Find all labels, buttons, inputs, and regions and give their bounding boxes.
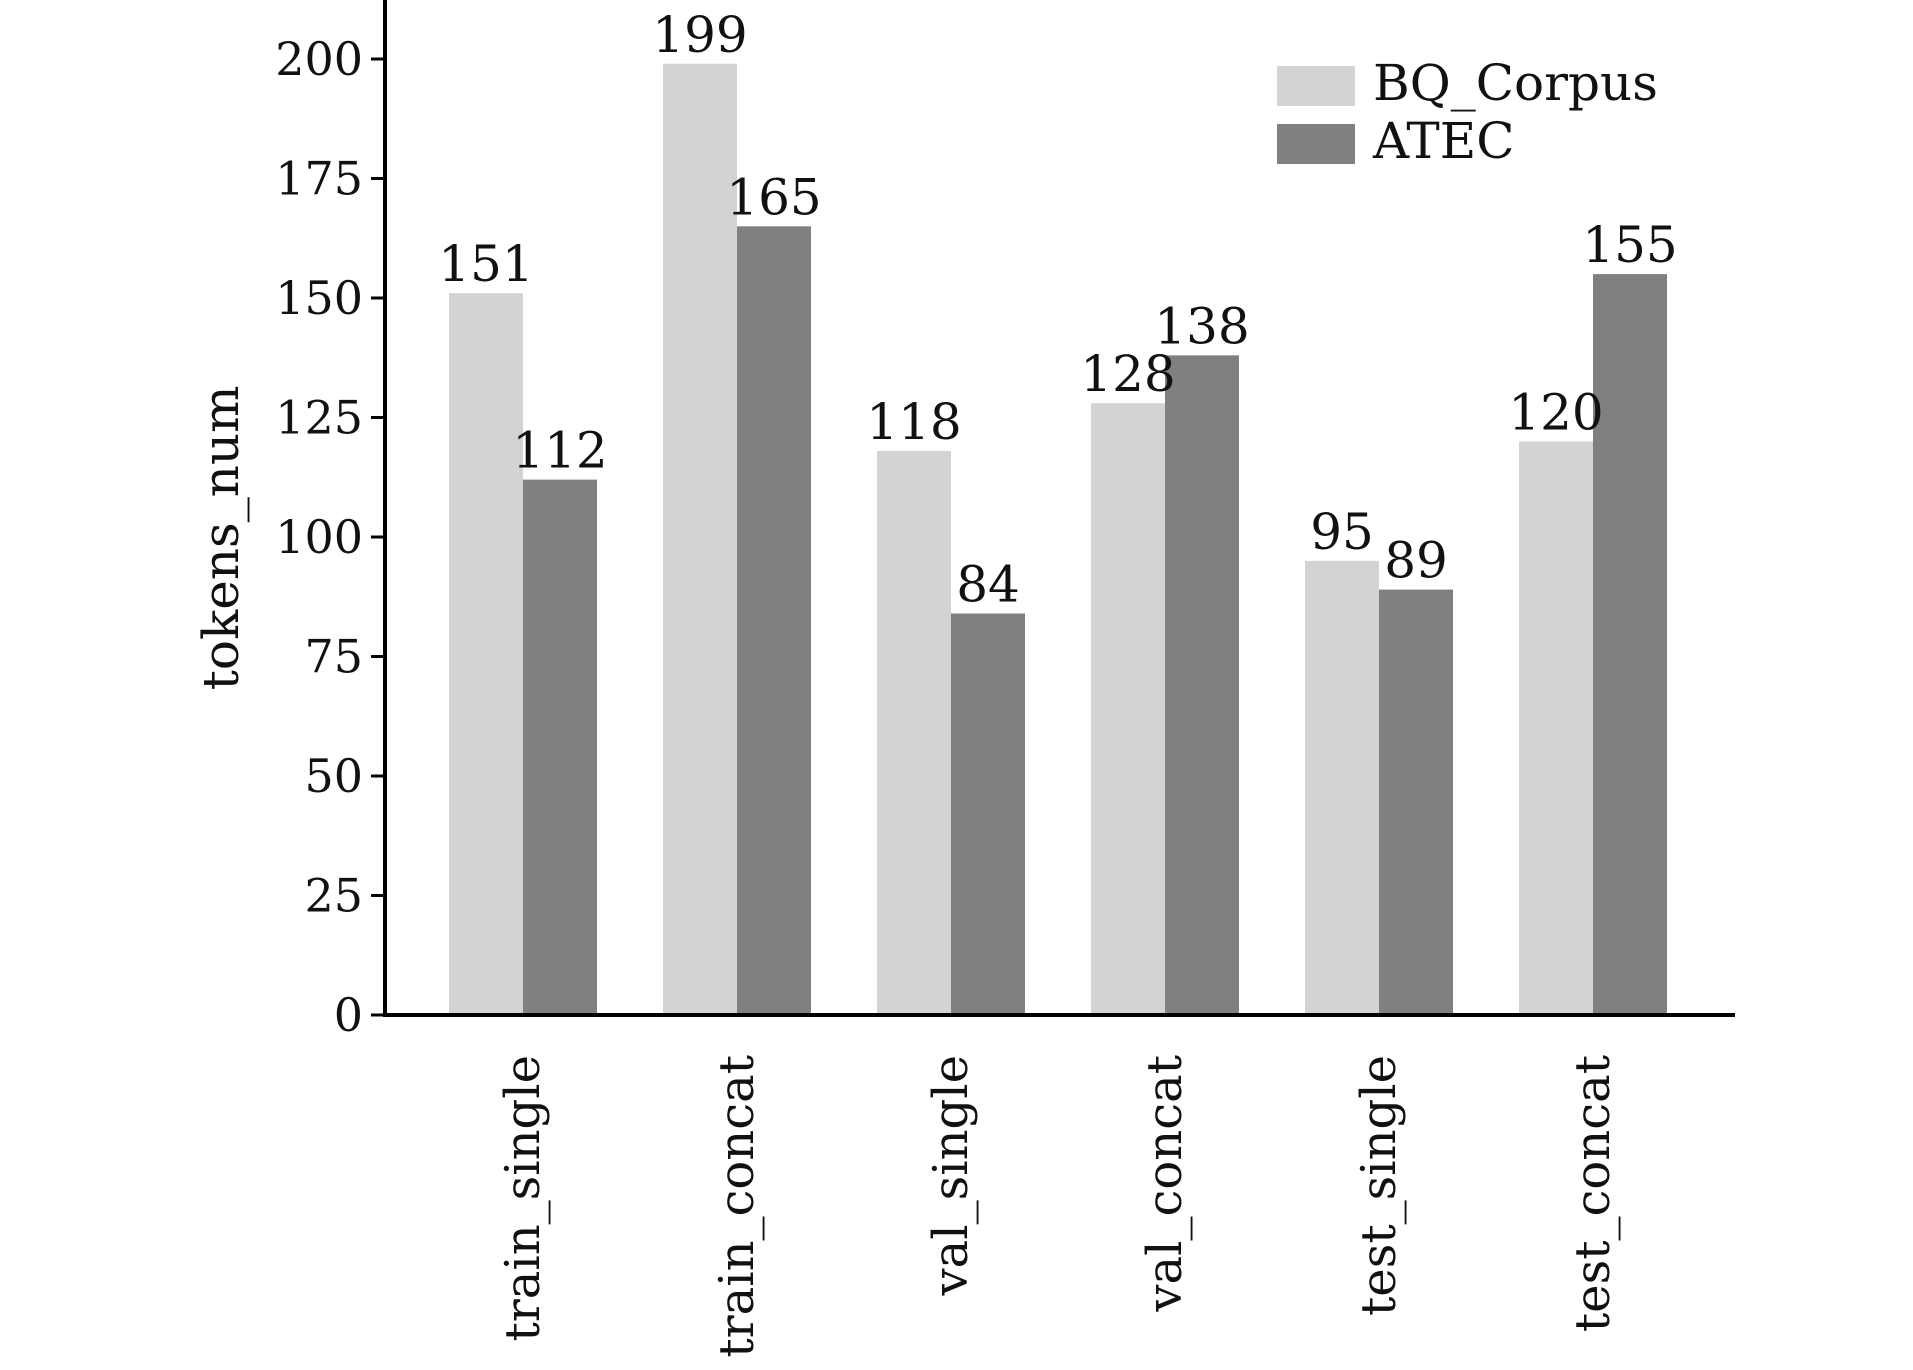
- data-label: 89: [1384, 532, 1448, 590]
- data-label: 120: [1508, 383, 1603, 441]
- y-tick-label: 150: [275, 271, 363, 325]
- data-label: 165: [726, 168, 821, 226]
- bar-atec-test-concat: [1593, 274, 1667, 1016]
- y-tick-label: 200: [275, 32, 363, 86]
- y-tick-label: 125: [275, 391, 363, 445]
- x-tick-label: test_concat: [1565, 1055, 1621, 1332]
- legend-swatch: [1277, 124, 1355, 164]
- data-label: 155: [1582, 216, 1677, 274]
- y-tick-label: 175: [275, 152, 363, 206]
- bar-atec-train-concat: [737, 226, 811, 1016]
- bar-bq-corpus-val-concat: [1091, 403, 1165, 1015]
- bar-bq-corpus-train-single: [449, 293, 523, 1016]
- data-label: 128: [1080, 345, 1175, 403]
- y-tick-label: 25: [304, 869, 363, 923]
- x-tick-label: val_concat: [1137, 1055, 1193, 1313]
- legend-label: BQ_Corpus: [1373, 54, 1658, 112]
- bar-atec-val-concat: [1165, 355, 1239, 1015]
- x-tick-label: train_concat: [709, 1055, 765, 1358]
- data-label: 199: [652, 6, 747, 64]
- bars-group: [449, 63, 1667, 1016]
- x-tick-label: val_single: [923, 1055, 979, 1296]
- data-label: 118: [866, 393, 961, 451]
- bar-atec-train-single: [523, 479, 597, 1015]
- x-tick-label: train_single: [495, 1055, 551, 1342]
- data-label: 95: [1310, 503, 1374, 561]
- bar-bq-corpus-val-single: [877, 450, 951, 1016]
- data-label: 151: [438, 235, 533, 293]
- bar-bq-corpus-train-concat: [663, 63, 737, 1015]
- x-tick-label: test_single: [1351, 1055, 1407, 1316]
- y-tick-label: 50: [304, 749, 363, 803]
- legend-swatch: [1277, 66, 1355, 106]
- data-label: 112: [512, 422, 607, 480]
- bar-atec-val-single: [951, 613, 1025, 1015]
- y-tick-label: 0: [334, 988, 363, 1042]
- bar-bq-corpus-test-concat: [1519, 441, 1593, 1015]
- data-label: 84: [956, 555, 1020, 613]
- data-label: 138: [1154, 297, 1249, 355]
- y-tick-label: 100: [275, 510, 363, 564]
- y-axis-title: tokens_num: [192, 385, 250, 690]
- bar-atec-test-single: [1379, 589, 1453, 1015]
- axes-group: train_single train_concat val_single val_co…: [275, 0, 1735, 1358]
- bar-bq-corpus-test-single: [1305, 560, 1379, 1015]
- legend-label: ATEC: [1372, 112, 1514, 170]
- y-tick-label: 75: [304, 630, 363, 684]
